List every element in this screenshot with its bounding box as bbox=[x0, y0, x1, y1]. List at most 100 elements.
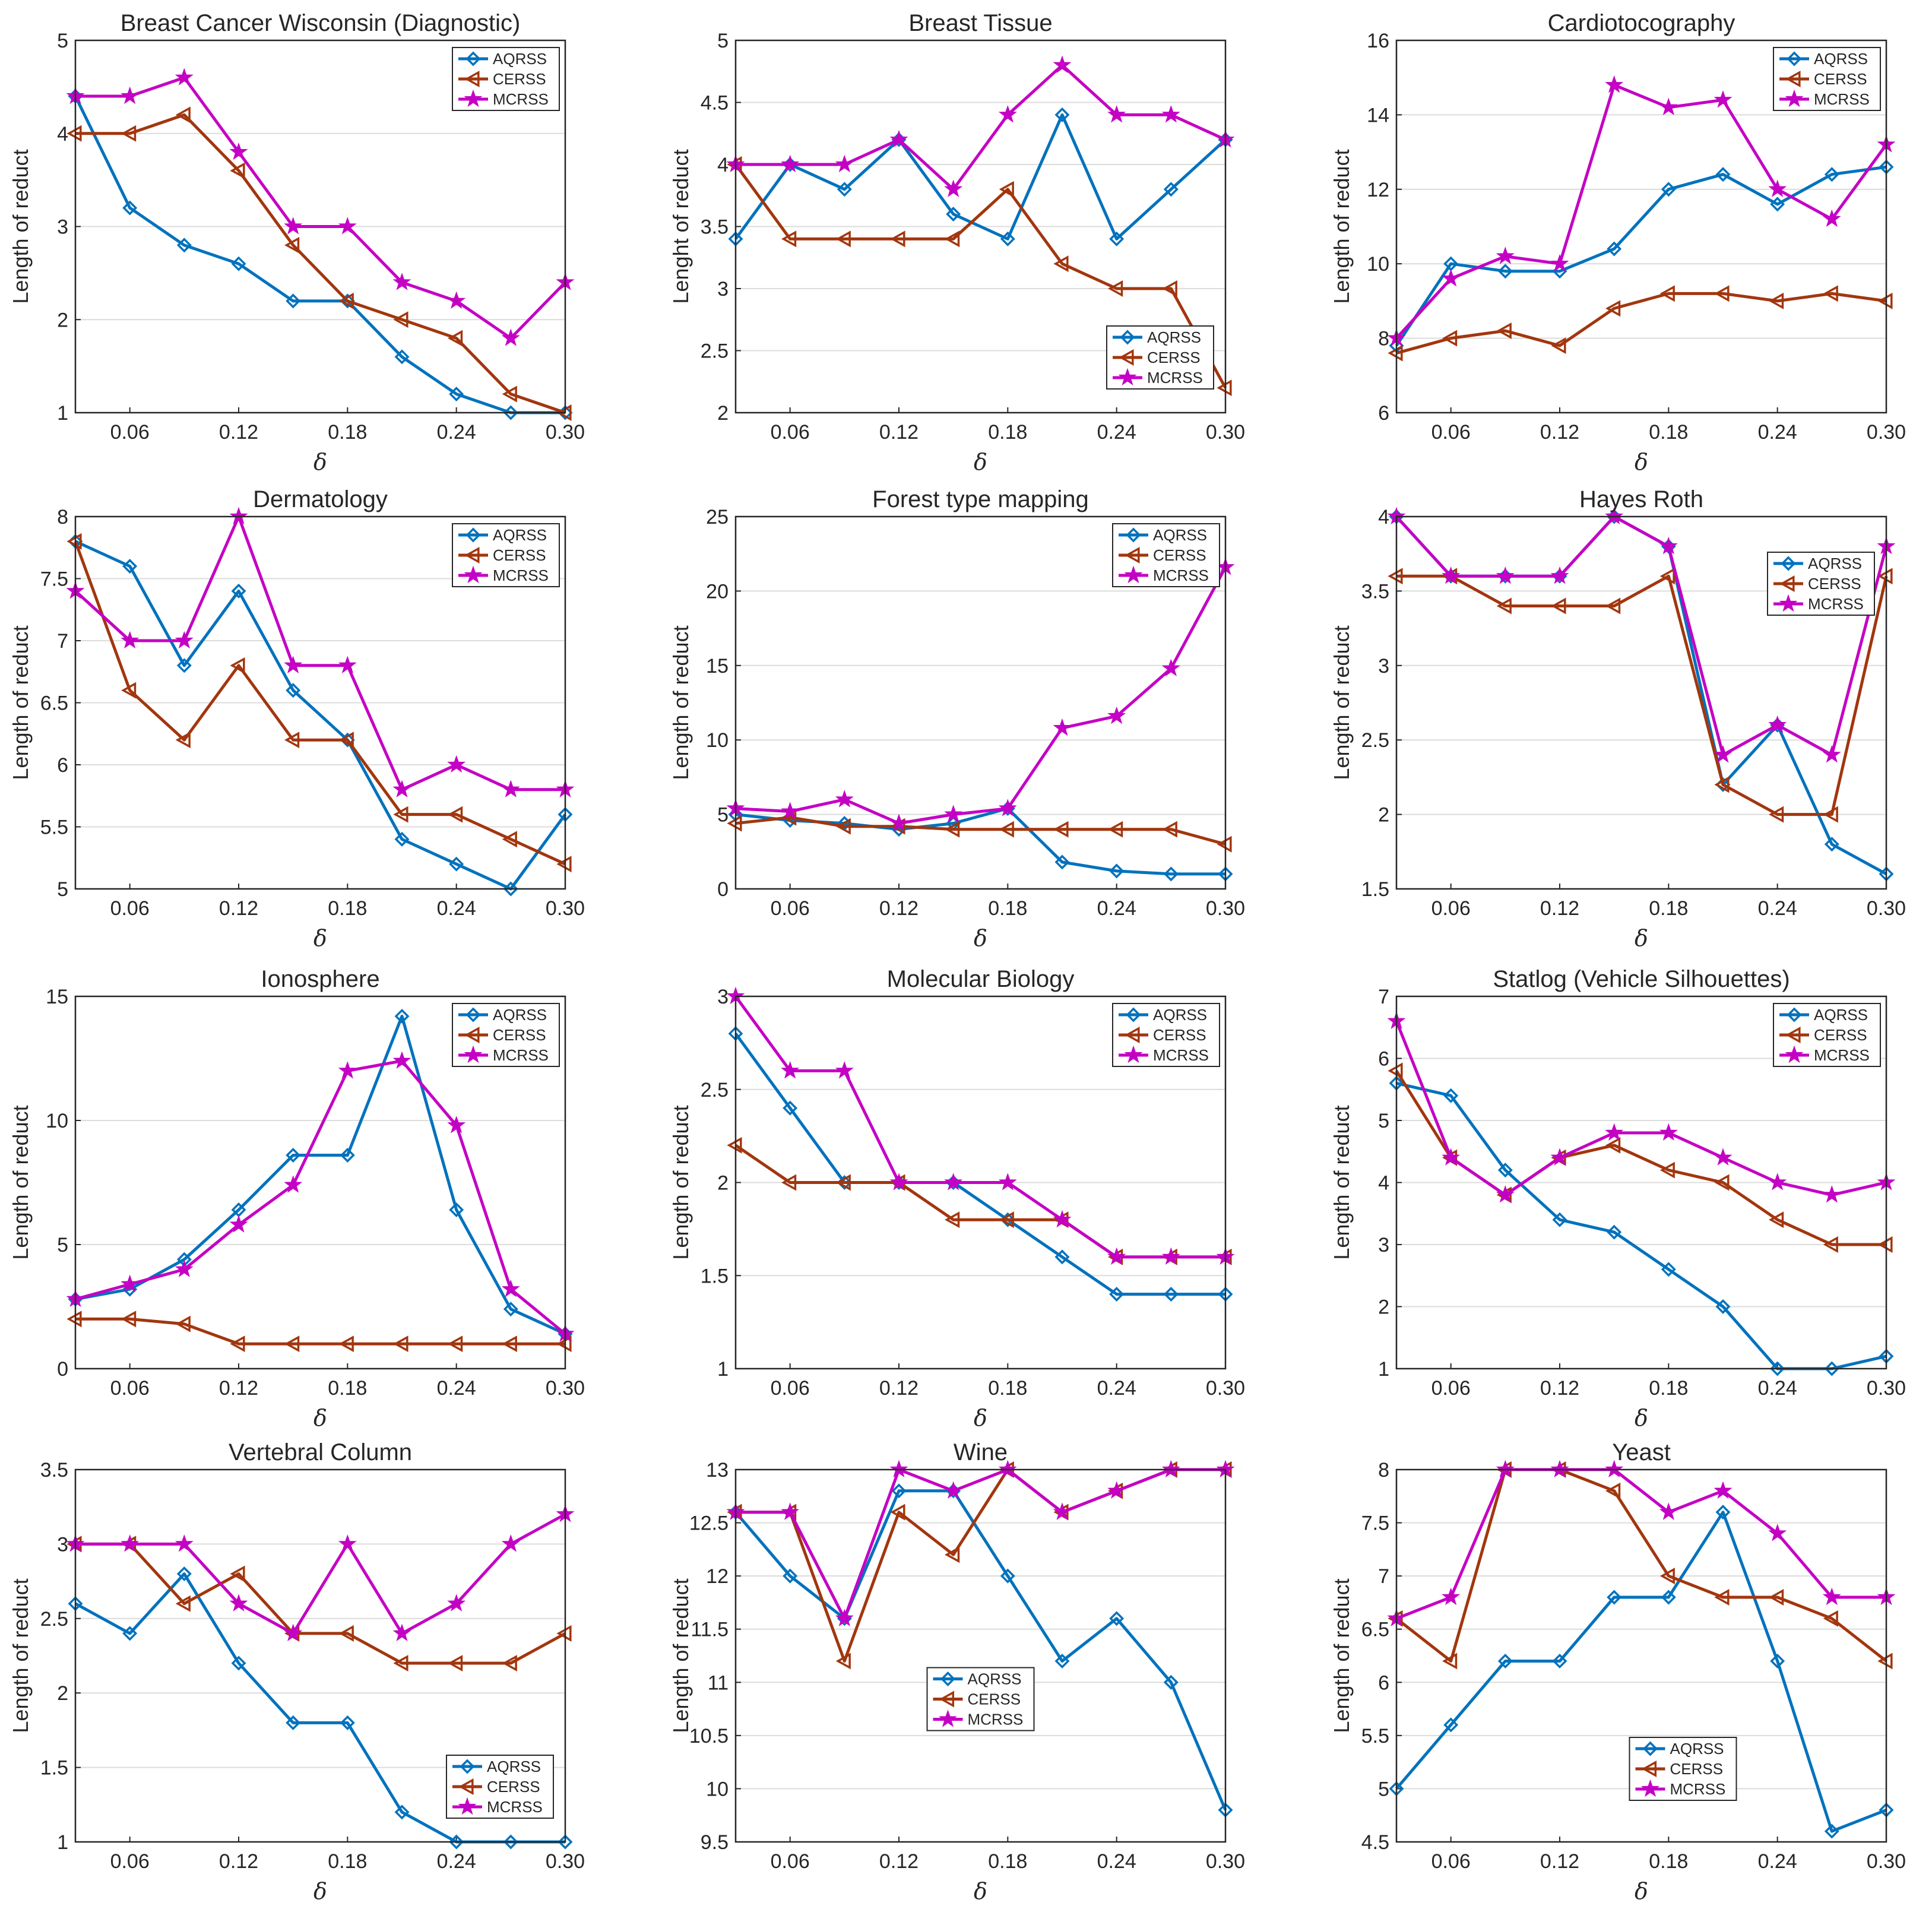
data-point-aqrss bbox=[176, 238, 192, 253]
series-line-aqrss bbox=[734, 1489, 1227, 1811]
y-tick-label: 3.5 bbox=[1361, 580, 1389, 603]
y-tick-label: 10 bbox=[46, 1110, 68, 1132]
data-point-cerss bbox=[1605, 597, 1621, 615]
x-tick-label: 0.30 bbox=[1867, 1377, 1906, 1400]
data-point-cerss bbox=[338, 1335, 354, 1353]
data-point-cerss bbox=[1551, 337, 1566, 354]
data-point-mcrss bbox=[998, 105, 1017, 123]
x-tick-label: 0.30 bbox=[1867, 897, 1906, 920]
legend-label: CERSS bbox=[1147, 349, 1201, 366]
data-point-mcrss bbox=[1822, 745, 1841, 763]
data-point-cerss bbox=[1659, 568, 1675, 585]
data-point-aqrss bbox=[1607, 241, 1622, 257]
series-line-cerss bbox=[734, 163, 1227, 389]
series-line-cerss bbox=[75, 1317, 565, 1346]
y-tick-label: 1.5 bbox=[40, 1757, 68, 1780]
data-point-cerss bbox=[1823, 1610, 1838, 1627]
data-point-cerss bbox=[230, 1565, 245, 1582]
data-point-mcrss bbox=[889, 1173, 908, 1191]
data-point-mcrss bbox=[1768, 1173, 1787, 1191]
chart-title: Breast Tissue bbox=[908, 10, 1052, 36]
series-line-mcrss bbox=[1395, 515, 1888, 756]
data-point-cerss bbox=[835, 818, 851, 835]
data-point-cerss bbox=[1714, 1588, 1730, 1606]
legend: AQRSS CERSS MCRSS bbox=[452, 1003, 560, 1067]
data-point-cerss bbox=[502, 1335, 517, 1353]
data-point-aqrss bbox=[176, 658, 192, 673]
x-tick-label: 0.30 bbox=[546, 897, 585, 920]
legend-marker-cerss bbox=[1125, 1027, 1140, 1043]
x-tick-label: 0.24 bbox=[1097, 897, 1136, 920]
data-point-aqrss bbox=[286, 1148, 301, 1163]
subplot-3: 6 8 10 12 14 16 0.06 0.12 0.18 0.24 0.30 Cardiotoco… bbox=[1329, 10, 1906, 475]
data-point-mcrss bbox=[1822, 1185, 1841, 1203]
data-point-cerss bbox=[1442, 330, 1458, 347]
legend-label: CERSS bbox=[1808, 575, 1861, 593]
legend-label: MCRSS bbox=[1808, 595, 1864, 613]
axes-box bbox=[734, 995, 1227, 1370]
chart-title: Dermatology bbox=[253, 486, 388, 512]
y-tick-label: 5 bbox=[57, 30, 68, 52]
subplot-10: 1 1.5 2 2.5 3 3.5 0.06 0.12 0.18 0.24 0.30 Vertebra… bbox=[8, 1439, 585, 1904]
data-point-cerss bbox=[835, 1174, 851, 1191]
series-line-mcrss bbox=[75, 1059, 566, 1335]
data-point-mcrss bbox=[1550, 1148, 1569, 1166]
data-point-aqrss bbox=[1443, 1717, 1459, 1733]
y-tick-label: 5.5 bbox=[1361, 1725, 1389, 1747]
y-tick-label: 6 bbox=[1378, 402, 1389, 425]
y-tick-label: 2 bbox=[57, 1682, 68, 1705]
data-point-cerss bbox=[1714, 1174, 1730, 1191]
axes-box bbox=[74, 995, 566, 1370]
data-point-aqrss bbox=[558, 1834, 573, 1850]
subplot-9: 1 2 3 4 5 6 7 0.06 0.12 0.18 0.24 0.30 Statlog (Vehi… bbox=[1329, 966, 1906, 1431]
legend-label: MCRSS bbox=[1153, 1046, 1209, 1064]
legend-label: MCRSS bbox=[487, 1798, 543, 1816]
x-tick-label: 0.24 bbox=[437, 421, 476, 444]
data-point-mcrss bbox=[835, 1609, 854, 1626]
y-tick-label: 6.5 bbox=[1361, 1619, 1389, 1641]
data-point-aqrss bbox=[783, 1100, 798, 1116]
data-point-mcrss bbox=[121, 1274, 140, 1293]
x-tick-label: 0.24 bbox=[1758, 1377, 1797, 1400]
plot-area bbox=[736, 1470, 1225, 1842]
y-tick-label: 10 bbox=[706, 729, 729, 752]
data-point-aqrss bbox=[449, 387, 464, 402]
data-point-mcrss bbox=[1107, 1247, 1126, 1265]
x-axis-label: δ bbox=[313, 1405, 327, 1431]
data-point-cerss bbox=[1714, 285, 1730, 302]
data-point-mcrss bbox=[1107, 1481, 1126, 1499]
legend-marker-aqrss bbox=[1787, 1007, 1802, 1022]
y-tick-label: 6 bbox=[1378, 1048, 1389, 1071]
x-tick-label: 0.30 bbox=[1206, 1377, 1245, 1400]
y-tick-label: 2 bbox=[717, 1172, 729, 1195]
data-point-mcrss bbox=[1442, 566, 1461, 584]
data-point-mcrss bbox=[1107, 706, 1126, 724]
y-tick-label: 2 bbox=[1378, 804, 1389, 827]
chart-title: Cardiotocography bbox=[1548, 10, 1735, 36]
data-point-mcrss bbox=[889, 813, 908, 831]
data-point-mcrss bbox=[1605, 1460, 1624, 1478]
data-point-cerss bbox=[175, 106, 191, 124]
x-tick-label: 0.18 bbox=[328, 1377, 367, 1400]
x-tick-label: 0.12 bbox=[219, 1850, 258, 1873]
x-tick-label: 0.06 bbox=[110, 1850, 150, 1873]
legend: AQRSS CERSS MCRSS bbox=[1112, 1003, 1220, 1067]
data-point-cerss bbox=[1823, 285, 1838, 302]
data-point-cerss bbox=[1605, 1482, 1621, 1499]
x-tick-label: 0.18 bbox=[988, 1377, 1027, 1400]
x-axis-label: δ bbox=[1635, 1878, 1648, 1904]
subplot-2: 2 2.5 3 3.5 4 4.5 5 0.06 0.12 0.18 0.24 0.30 Breast … bbox=[669, 10, 1245, 475]
data-point-cerss bbox=[338, 732, 354, 749]
data-point-aqrss bbox=[891, 1483, 907, 1499]
data-point-aqrss bbox=[394, 831, 410, 847]
y-tick-label: 2.5 bbox=[701, 1079, 729, 1101]
chart-title: Forest type mapping bbox=[872, 486, 1089, 512]
data-point-mcrss bbox=[447, 755, 466, 773]
legend-marker-cerss bbox=[458, 1778, 474, 1795]
data-point-mcrss bbox=[1659, 97, 1678, 116]
legend-marker-aqrss bbox=[1126, 1007, 1141, 1022]
data-point-cerss bbox=[175, 1595, 191, 1612]
axes-box bbox=[1395, 515, 1887, 890]
y-tick-label: 4 bbox=[57, 123, 68, 145]
